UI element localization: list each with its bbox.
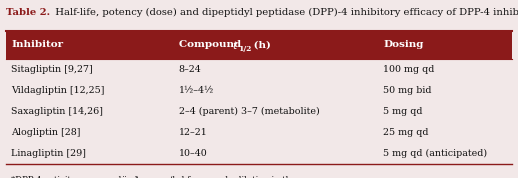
Text: 12–21: 12–21: [179, 128, 208, 137]
Text: ; not corrected for sample dilution in the assay.: ; not corrected for sample dilution in t…: [120, 176, 324, 178]
Text: 100 mg qd: 100 mg qd: [383, 65, 435, 74]
Text: 5 mg qd (anticipated): 5 mg qd (anticipated): [383, 149, 487, 158]
Text: Vildagliptin [12,25]: Vildagliptin [12,25]: [11, 86, 105, 95]
Text: Sitagliptin [9,27]: Sitagliptin [9,27]: [11, 65, 93, 74]
Text: *DPP-4 activity measured in human plasma: *DPP-4 activity measured in human plasma: [11, 176, 201, 178]
Text: Saxagliptin [14,26]: Saxagliptin [14,26]: [11, 107, 104, 116]
Text: Dosing: Dosing: [383, 40, 424, 49]
Text: Compound: Compound: [179, 40, 244, 49]
Text: 25 mg qd: 25 mg qd: [383, 128, 429, 137]
Text: (h): (h): [250, 40, 271, 49]
Text: ex vivo: ex vivo: [104, 176, 134, 178]
Text: 1½–4½: 1½–4½: [179, 86, 214, 95]
Text: Inhibitor: Inhibitor: [11, 40, 64, 49]
Text: Half-life, potency (dose) and dipeptidyl peptidase (DPP)-4 inhibitory efficacy o: Half-life, potency (dose) and dipeptidyl…: [49, 8, 518, 17]
Text: 10–40: 10–40: [179, 149, 208, 158]
Bar: [6, 31, 512, 59]
Text: $t$: $t$: [232, 39, 238, 51]
Text: 50 mg bid: 50 mg bid: [383, 86, 432, 95]
Text: Table 2.: Table 2.: [6, 8, 50, 17]
Text: 8–24: 8–24: [179, 65, 202, 74]
Text: 1/2: 1/2: [238, 45, 251, 53]
Text: 2–4 (parent) 3–7 (metabolite): 2–4 (parent) 3–7 (metabolite): [179, 107, 320, 116]
Text: Alogliptin [28]: Alogliptin [28]: [11, 128, 81, 137]
Text: Linagliptin [29]: Linagliptin [29]: [11, 149, 87, 158]
Text: 5 mg qd: 5 mg qd: [383, 107, 423, 116]
